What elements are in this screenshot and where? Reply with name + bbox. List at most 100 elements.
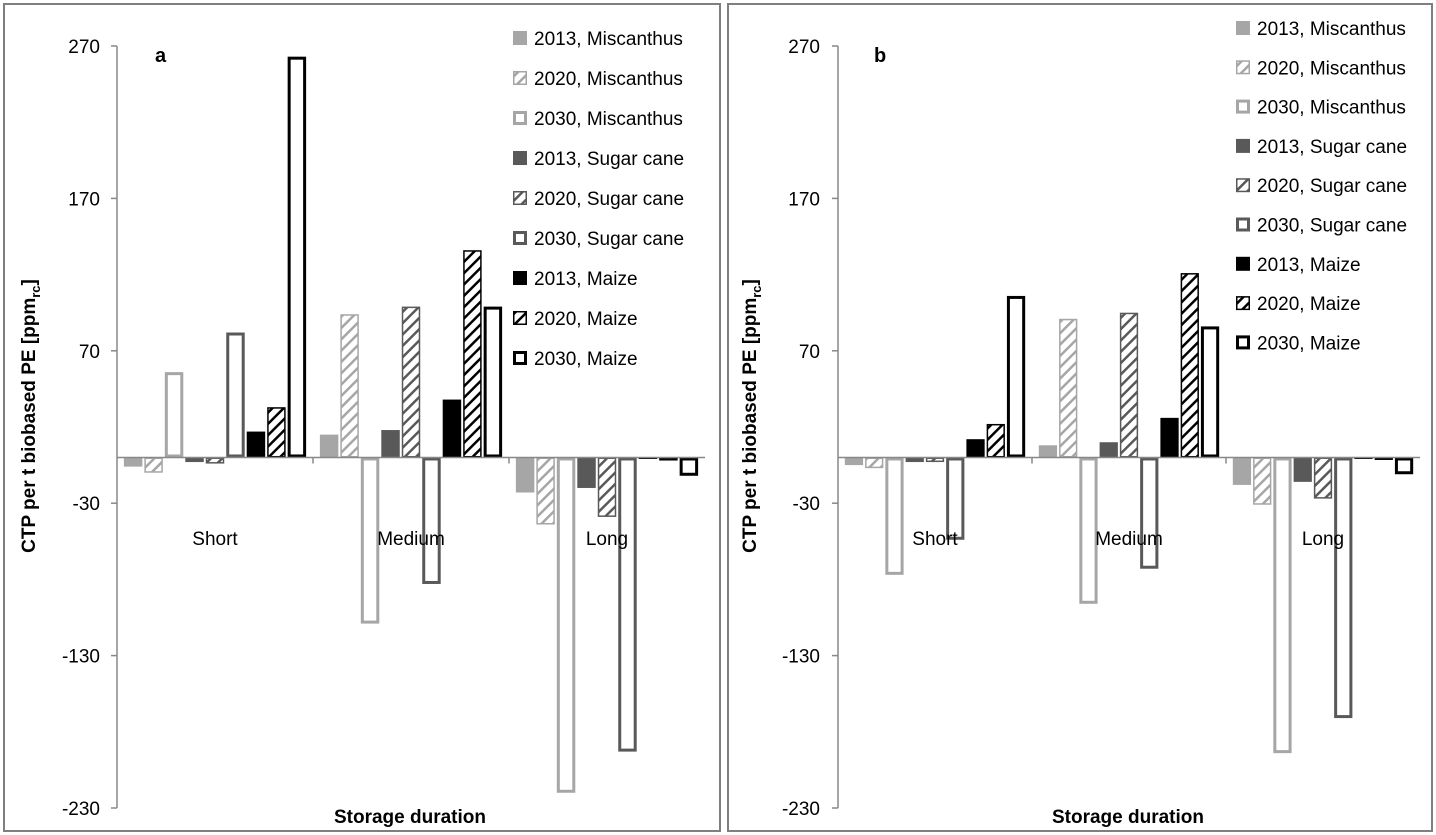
y-tick-labels: 270 170 70 -30 -130 -230 [62,37,510,820]
bar [319,434,339,458]
legend-swatch [513,351,527,365]
bar [164,372,184,458]
bar [1180,273,1199,458]
y-axis-title: CTP per t biobased PE [ppmrc] [740,279,764,553]
panel-frame [3,3,721,832]
bar [659,457,678,461]
bar [1253,457,1272,505]
legend-swatch [1236,60,1250,75]
category-label: Long [1302,529,1344,550]
bar [381,430,400,458]
y-axis-title: CTP per t biobased PE [ppmrc] [19,279,43,553]
y-tick-label: -30 [73,494,100,515]
bar [885,457,904,575]
bar [1293,457,1312,482]
legend-label: 2030, Miscanthus [534,109,683,130]
bar [287,56,307,458]
bar [226,332,245,458]
legend-swatch [1236,296,1250,311]
legend-label: 2013, Miscanthus [1257,19,1406,40]
y-tick-label: -130 [62,647,100,668]
legend-swatch [513,111,527,125]
bar [144,457,163,473]
panel-frame [727,3,1433,832]
y-tick-label: 170 [788,189,820,210]
legend: 2013, Miscanthus 2020, Miscanthus 2030, Mi… [1236,19,1407,354]
legend-swatch [1236,99,1250,114]
category-label: Short [912,529,958,550]
y-tick-label: 270 [68,37,100,58]
y-tick-label: 70 [79,342,100,363]
bar [340,314,359,458]
category-labels: Short Medium Long [912,529,1344,550]
bar [679,457,699,476]
bar [577,457,596,488]
bar [844,457,864,466]
bar [865,457,884,469]
bar [946,457,965,540]
y-tick-label: 170 [68,189,100,210]
y-tick-label: 70 [799,342,820,363]
legend-label: 2013, Sugar cane [1257,137,1407,158]
y-tick-label: -230 [62,799,100,820]
bar [556,457,576,793]
chart-panel-b: b Storage duration CTP per t biobased PE… [727,3,1433,832]
bar [1200,326,1220,458]
y-tick-label: -230 [782,799,820,820]
category-label: Medium [377,529,445,550]
bar [536,457,555,525]
bar [1160,417,1179,458]
legend-label: 2013, Maize [1257,255,1361,276]
legend-label: 2020, Sugar cane [534,189,684,210]
legend-swatch [1236,178,1250,193]
bar [1394,457,1414,475]
legend-swatch [1236,217,1250,232]
legend-label: 2030, Miscanthus [1257,98,1406,119]
legend-label: 2030, Maize [1257,333,1361,354]
category-label: Long [586,529,628,550]
legend-swatch [1236,335,1250,350]
bar [986,423,1005,458]
bar [1119,312,1139,458]
chart-panel-a: a Storage duration CTP per t biobased PE… [3,3,721,832]
bar [1313,457,1333,499]
legend-swatch [513,151,527,165]
legend: 2013, Miscanthus 2020, Miscanthus 2030, Mi… [513,29,684,370]
legend-label: 2020, Miscanthus [1257,58,1406,79]
bar [1006,295,1026,458]
bar [966,439,985,458]
bar [1354,457,1373,460]
bar [1079,457,1098,604]
bar [618,457,637,752]
legend-swatch [513,231,527,245]
bar [1099,442,1118,458]
legend-swatch [513,191,527,205]
bar [1334,457,1353,719]
legend-swatch [513,271,527,285]
y-tick-label: -130 [782,647,820,668]
legend-label: 2030, Maize [534,349,638,370]
x-axis-title: Storage duration [334,807,486,828]
bar [1374,457,1393,460]
legend-swatch [513,311,527,325]
category-label: Medium [1095,529,1163,550]
x-axis-title: Storage duration [1052,807,1204,828]
bar [1273,457,1292,754]
bar [515,457,535,493]
legend-label: 2030, Sugar cane [1257,216,1407,237]
legend-label: 2020, Sugar cane [1257,176,1407,197]
bar [422,457,441,584]
legend-label: 2013, Sugar cane [534,149,684,170]
bar [1038,445,1058,458]
legend-swatch [1236,21,1250,35]
bar [597,457,617,517]
bar [638,457,658,460]
bar [123,457,143,467]
bar [360,457,380,624]
legend-swatch [513,31,527,45]
legend-swatch [1236,138,1250,153]
bar-marks [123,56,699,793]
panel-label: a [155,45,167,67]
legend-label: 2013, Maize [534,269,638,290]
